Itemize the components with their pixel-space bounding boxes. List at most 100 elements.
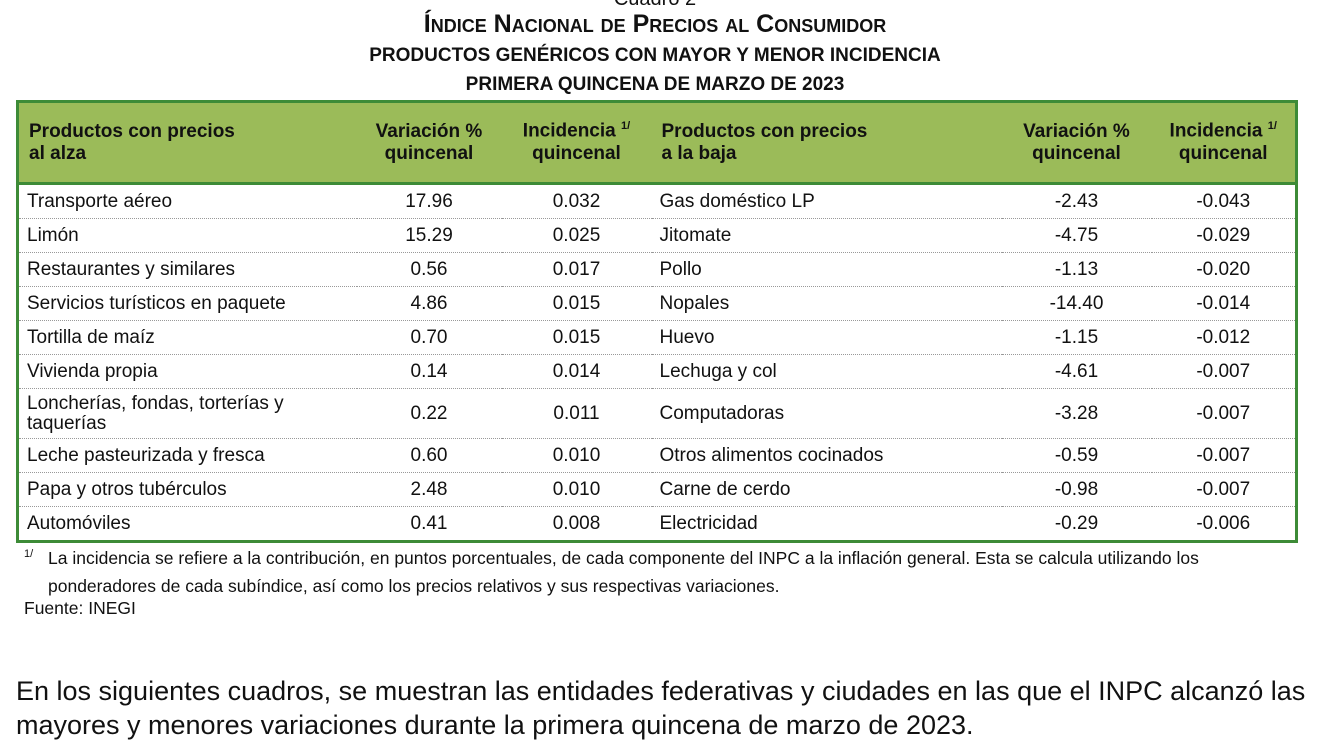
header-cell: Incidencia 1/quincenal [1151, 101, 1297, 185]
header-text: Productos con precios [661, 120, 868, 142]
header-text: Productos con precios [29, 120, 235, 142]
table-cell: Electricidad [651, 506, 1002, 542]
table-cell: -0.29 [1001, 506, 1152, 542]
header-text: Incidencia [522, 120, 616, 142]
table-cell: Papa y otros tubérculos [17, 472, 357, 507]
table-cell: 0.41 [356, 506, 502, 542]
header-text: quincenal [384, 142, 474, 164]
table-cell: Vivienda propia [17, 354, 357, 389]
header-cell: Variación % quincenal [1001, 101, 1152, 185]
source: Fuente: INEGI [24, 598, 136, 618]
header-cell: Productos con precios al alza [17, 101, 357, 185]
note-mark: 1/ [1267, 120, 1277, 133]
table-cell: Lechuga y col [651, 354, 1002, 389]
table-cell: -4.61 [1001, 354, 1152, 389]
table-cell: -0.007 [1151, 438, 1297, 473]
table-cell: 0.015 [501, 320, 652, 355]
table-cell: 0.56 [356, 252, 502, 287]
table-row: Servicios turísticos en paquete 4.86 0.015… [17, 286, 1297, 321]
table-cell: 0.010 [501, 472, 652, 507]
caption: Cuadro 2 [0, 0, 1310, 11]
period: PRIMERA QUINCENA DE MARZO DE 2023 [465, 74, 845, 95]
table-row: Restaurantes y similares 0.56 0.017 Pollo -1… [17, 252, 1297, 287]
table-cell: -14.40 [1001, 286, 1152, 321]
table-cell: Nopales [651, 286, 1002, 321]
table-cell: 0.032 [501, 183, 652, 219]
header-cell: Productos con precios a la baja [651, 101, 1002, 185]
paragraph: En los siguientes cuadros, se muestran l… [16, 676, 1306, 740]
table-cell: Pollo [651, 252, 1002, 287]
table-cell: -0.006 [1151, 506, 1297, 542]
table-cell: Otros alimentos cocinados [651, 438, 1002, 473]
table-row: Automóviles 0.41 0.008 Electricidad -0.29 -0.… [17, 506, 1297, 542]
footnote: 1/La incidencia se refiere a la contribu… [24, 544, 1294, 600]
table-cell: Automóviles [17, 506, 357, 542]
table-cell: -0.007 [1151, 354, 1297, 389]
table-cell: Gas doméstico LP [651, 183, 1002, 219]
table-cell: 17.96 [356, 183, 502, 219]
table-row: Vivienda propia 0.14 0.014 Lechuga y col -4.… [17, 354, 1297, 389]
table-row: Loncherías, fondas, torterías y taquería… [17, 388, 1297, 439]
table-cell: Restaurantes y similares [17, 252, 357, 287]
table-cell: Limón [17, 218, 357, 253]
header-text: Variación % [1023, 120, 1130, 142]
footnote-mark: 1/ [24, 548, 34, 560]
table-cell: 0.011 [501, 388, 652, 439]
table: Productos con precios al alza Variación % q… [16, 100, 1298, 543]
table-cell: -1.13 [1001, 252, 1152, 287]
table-cell: -3.28 [1001, 388, 1152, 439]
header-text: al alza [29, 142, 87, 164]
table-cell: 0.14 [356, 354, 502, 389]
table-cell: -0.98 [1001, 472, 1152, 507]
table-cell: Tortilla de maíz [17, 320, 357, 355]
table-cell: Jitomate [651, 218, 1002, 253]
table-cell: 0.60 [356, 438, 502, 473]
header-text: a la baja [661, 142, 737, 164]
table-cell: -0.014 [1151, 286, 1297, 321]
table-cell: -0.012 [1151, 320, 1297, 355]
table-row: Papa y otros tubérculos 2.48 0.010 Carne de… [17, 472, 1297, 507]
table-body: Transporte aéreo 17.96 0.032 Gas doméstico … [17, 183, 1297, 542]
header-cell: Incidencia 1/quincenal [501, 101, 652, 185]
header-text: Incidencia [1169, 120, 1263, 142]
table-cell: 0.017 [501, 252, 652, 287]
table-cell: 0.014 [501, 354, 652, 389]
table-cell: 0.008 [501, 506, 652, 542]
table-cell: 4.86 [356, 286, 502, 321]
table-cell: -0.007 [1151, 472, 1297, 507]
table-cell: Carne de cerdo [651, 472, 1002, 507]
table-cell: 0.22 [356, 388, 502, 439]
header-text: quincenal [532, 142, 621, 164]
table-cell: -0.029 [1151, 218, 1297, 253]
table-cell: 0.70 [356, 320, 502, 355]
table-cell: Transporte aéreo [17, 183, 357, 219]
table-cell: 0.010 [501, 438, 652, 473]
table-row: Leche pasteurizada y fresca 0.60 0.010 Otro… [17, 438, 1297, 473]
note-mark: 1/ [621, 120, 631, 133]
table-cell: -0.020 [1151, 252, 1297, 287]
table-cell: 0.015 [501, 286, 652, 321]
table-cell: -0.043 [1151, 183, 1297, 219]
title: Índice Nacional de Precios al Consumidor [423, 10, 887, 38]
table-cell: 2.48 [356, 472, 502, 507]
header-text: quincenal [1178, 142, 1268, 164]
table-cell: Servicios turísticos en paquete [17, 286, 357, 321]
table-row: Tortilla de maíz 0.70 0.015 Huevo -1.15 -0.01… [17, 320, 1297, 355]
table-cell: Leche pasteurizada y fresca [17, 438, 357, 473]
table-cell: -0.007 [1151, 388, 1297, 439]
table-cell: 0.025 [501, 218, 652, 253]
header-text: Variación % [375, 120, 483, 142]
subtitle: PRODUCTOS GENÉRICOS CON MAYOR Y MENOR IN… [369, 45, 941, 66]
table-cell: Huevo [651, 320, 1002, 355]
table-cell: 15.29 [356, 218, 502, 253]
table-row: Transporte aéreo 17.96 0.032 Gas doméstico … [17, 183, 1297, 219]
table-cell: Loncherías, fondas, torterías y taquería… [17, 388, 357, 439]
table-cell: -1.15 [1001, 320, 1152, 355]
table-row: Limón 15.29 0.025 Jitomate -4.75 -0.029 [17, 218, 1297, 253]
footnote-text: La incidencia se refiere a la contribuci… [48, 548, 1199, 596]
table-cell: -4.75 [1001, 218, 1152, 253]
table-cell: Computadoras [651, 388, 1002, 439]
table-cell: -2.43 [1001, 183, 1152, 219]
header-row: Productos con precios al alza Variación % q… [17, 101, 1297, 185]
